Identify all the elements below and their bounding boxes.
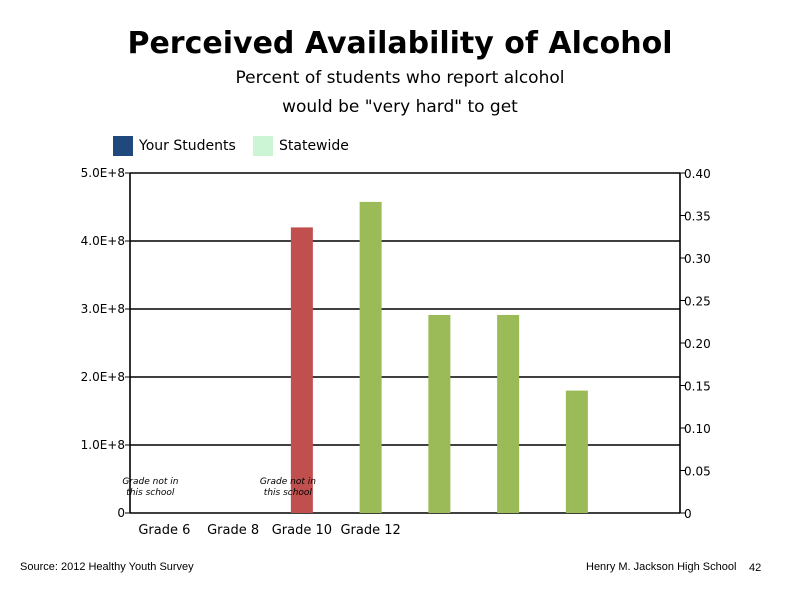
right-tick-label: 0.10	[684, 422, 711, 436]
category-label: Grade 12	[340, 523, 400, 538]
grade-note-line1: Grade not in	[122, 477, 178, 487]
legend-swatch-your-students	[113, 136, 133, 156]
left-tick-label: 3.0E+8	[81, 302, 125, 316]
chart-title: Perceived Availability of Alcohol	[127, 26, 673, 61]
bar	[497, 314, 520, 513]
legend-swatch-statewide	[253, 136, 273, 156]
bar	[565, 390, 588, 513]
category-label: Grade 10	[272, 523, 332, 538]
category-label: Grade 8	[207, 523, 259, 538]
school-name: Henry M. Jackson High School	[586, 561, 737, 573]
left-tick-label: 5.0E+8	[81, 166, 125, 180]
bar	[428, 314, 451, 513]
legend-item-your-students: Your Students	[113, 136, 236, 156]
left-tick-label: 1.0E+8	[81, 438, 125, 452]
right-tick-label: 0.35	[684, 210, 711, 224]
bar	[359, 201, 382, 513]
source-note: Source: 2012 Healthy Youth Survey	[20, 561, 194, 573]
grade-note-line2: this school	[126, 488, 175, 498]
legend-item-statewide: Statewide	[253, 136, 349, 156]
right-tick-label: 0	[684, 507, 692, 521]
right-tick-label: 0.15	[684, 380, 711, 394]
legend-label-your-students: Your Students	[139, 138, 236, 154]
right-tick-label: 0.40	[684, 167, 711, 181]
page-number: 42	[749, 562, 762, 574]
left-tick-label: 0	[117, 506, 125, 520]
axes	[125, 172, 685, 514]
right-tick-label: 0.05	[684, 465, 711, 479]
chart-subtitle-line2: would be "very hard" to get	[282, 97, 518, 117]
gridlines	[130, 172, 680, 514]
bar	[290, 227, 313, 513]
right-tick-label: 0.20	[684, 337, 711, 351]
left-tick-label: 4.0E+8	[81, 234, 125, 248]
grade-note-line1: Grade not in	[260, 477, 316, 487]
legend-label-statewide: Statewide	[279, 138, 349, 154]
right-tick-label: 0.30	[684, 252, 711, 266]
bars	[290, 201, 588, 513]
grade-note-line2: this school	[264, 488, 313, 498]
left-tick-label: 2.0E+8	[81, 370, 125, 384]
category-label: Grade 6	[138, 523, 190, 538]
axis-labels: 0 1.0E+8 2.0E+8 3.0E+8 4.0E+8 5.0E+8 0 0.05 0.10…	[81, 166, 711, 538]
right-tick-label: 0.25	[684, 295, 711, 309]
chart-subtitle-line1: Percent of students who report alcohol	[235, 68, 565, 88]
